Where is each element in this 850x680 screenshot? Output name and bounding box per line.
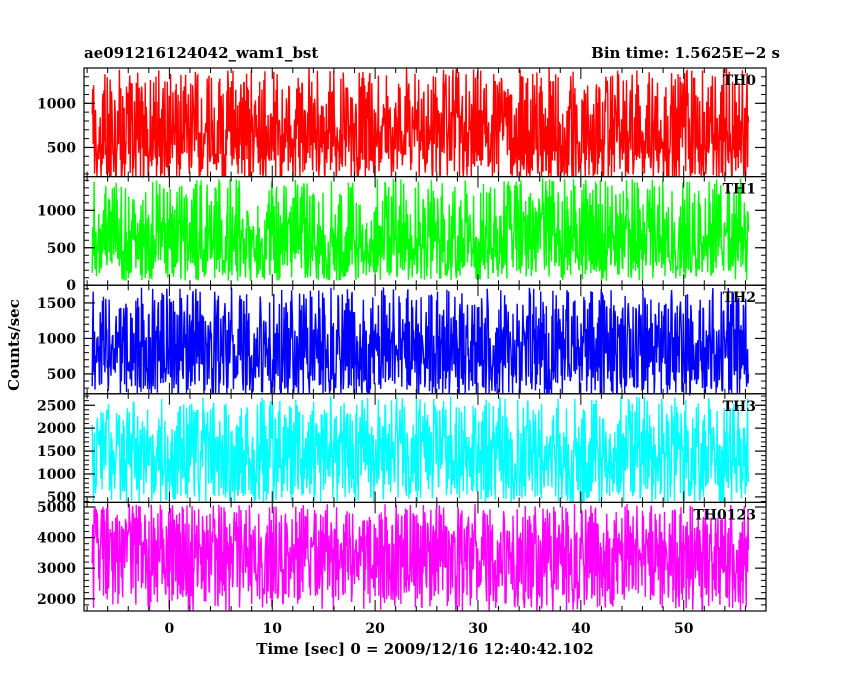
y-tick-label: 5000 bbox=[37, 500, 76, 516]
y-tick-label: 4000 bbox=[37, 531, 76, 547]
y-tick-label: 0 bbox=[66, 278, 76, 294]
panel-th1: 0 500 1000 TH1 bbox=[37, 176, 767, 294]
series-line-th0 bbox=[91, 68, 750, 179]
x-tick-label: 40 bbox=[571, 621, 591, 637]
y-tick-label: 1000 bbox=[37, 203, 76, 219]
y-axis-label: Counts/sec bbox=[5, 299, 23, 391]
series-label-th1: TH1 bbox=[723, 182, 756, 198]
y-tick-label: 1500 bbox=[37, 444, 76, 460]
x-tick-label: 30 bbox=[468, 621, 488, 637]
y-tick-label: 1000 bbox=[37, 96, 76, 112]
x-tick-label: 10 bbox=[263, 621, 283, 637]
panel-frame bbox=[83, 501, 767, 612]
x-axis-label: Time [sec] 0 = 2009/12/16 12:40:42.102 bbox=[256, 640, 594, 658]
y-tick-label: 500 bbox=[47, 367, 76, 383]
series-line-th2 bbox=[91, 287, 750, 397]
y-tick-label: 3000 bbox=[37, 561, 76, 577]
y-tick-label: 2500 bbox=[37, 398, 76, 414]
series-line-th0123 bbox=[91, 503, 750, 612]
y-tick-label: 1500 bbox=[37, 296, 76, 312]
panel-th0: 500 1000 TH0 bbox=[37, 67, 767, 179]
y-tick-label: 2000 bbox=[37, 421, 76, 437]
bin-time-label: Bin time: 1.5625E−2 s bbox=[591, 44, 780, 62]
y-tick-label: 1000 bbox=[37, 467, 76, 483]
y-tick-label: 500 bbox=[47, 241, 76, 257]
panel-th3: 500 1000 1500 2000 2500 TH3 bbox=[37, 393, 767, 506]
series-label-th3: TH3 bbox=[723, 399, 756, 415]
series-line-th3 bbox=[91, 396, 750, 503]
y-tick-label: 1000 bbox=[37, 331, 76, 347]
series-line-th1 bbox=[91, 178, 750, 281]
panel-th2: 500 1000 1500 TH2 bbox=[37, 284, 767, 397]
x-tick-label: 50 bbox=[674, 621, 694, 637]
series-label-th0123: TH0123 bbox=[693, 507, 756, 523]
series-label-th2: TH2 bbox=[723, 290, 756, 306]
y-tick-label: 500 bbox=[47, 490, 76, 506]
y-tick-label: 2000 bbox=[37, 592, 76, 608]
panel-th0123: 2000 3000 4000 5000 TH0123 bbox=[37, 500, 767, 612]
y-tick-label: 500 bbox=[47, 140, 76, 156]
x-tick-label: 20 bbox=[365, 621, 385, 637]
x-tick-label: 0 bbox=[165, 621, 175, 637]
series-label-th0: TH0 bbox=[723, 73, 757, 89]
observation-title: ae091216124042_wam1_bst bbox=[84, 44, 319, 62]
